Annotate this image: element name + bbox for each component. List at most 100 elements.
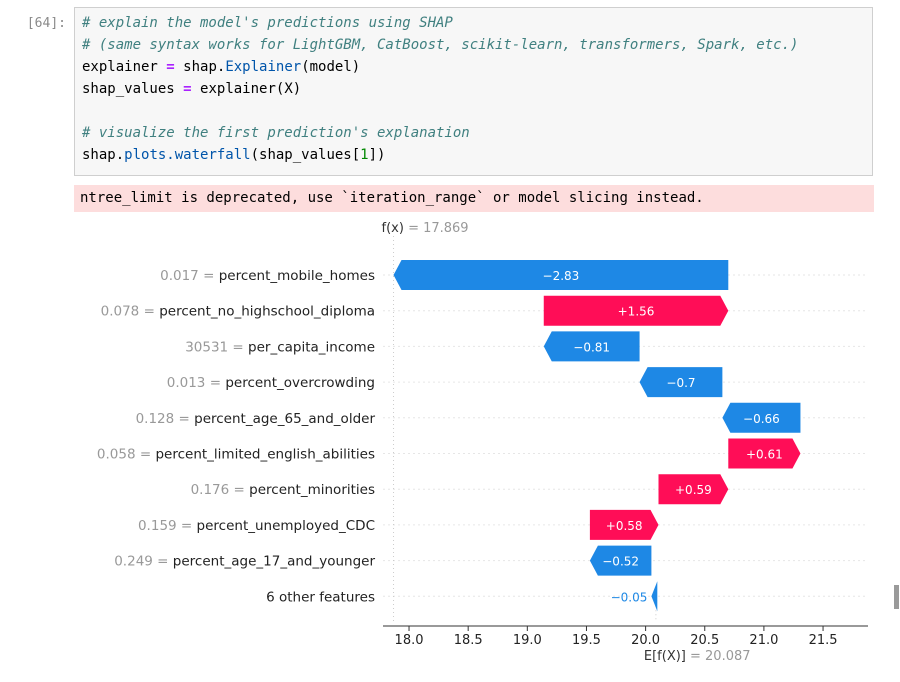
shap-value-label: +0.58 — [606, 519, 643, 533]
feature-value: 0.128 — [136, 411, 175, 427]
code-token: explainer(X) — [200, 81, 302, 97]
scrollbar-thumb[interactable] — [894, 585, 899, 609]
x-tick-label: 21.5 — [809, 633, 838, 648]
feature-label: 0.176 = percent_minorities — [191, 482, 375, 498]
positive-shap-bar — [658, 474, 729, 505]
feature-name: 6 other features — [266, 589, 375, 605]
code-comment: # explain the model's predictions using … — [82, 15, 453, 31]
negative-shap-bar — [651, 581, 658, 612]
code-attribute: plots.waterfall — [124, 147, 251, 163]
code-line-2: # (same syntax works for LightGBM, CatBo… — [82, 35, 798, 55]
code-token: explainer — [82, 59, 158, 75]
code-line-4: shap_values = explainer(X) — [82, 79, 301, 99]
feature-label: 0.017 = percent_mobile_homes — [160, 268, 375, 284]
feature-label: 0.013 = percent_overcrowding — [167, 375, 375, 391]
feature-label: 0.078 = percent_no_highschool_diploma — [101, 304, 375, 320]
shap-value-label: −0.66 — [743, 412, 780, 426]
feature-value: 30531 — [185, 339, 228, 355]
shap-value-label: −0.05 — [611, 590, 648, 604]
feature-value: 0.249 — [114, 554, 153, 570]
shap-value-label: −0.7 — [666, 376, 695, 390]
negative-shap-bar — [639, 367, 723, 398]
x-tick-label: 20.0 — [631, 633, 660, 648]
shap-value-label: −0.81 — [573, 340, 610, 354]
x-tick-label: 19.0 — [513, 633, 542, 648]
code-line-3: explainer = shap.Explainer(model) — [82, 57, 360, 77]
feature-equals: = — [174, 411, 194, 427]
x-tick-label: 20.5 — [690, 633, 719, 648]
feature-label: 0.159 = percent_unemployed_CDC — [138, 518, 375, 534]
code-line-1: # explain the model's predictions using … — [82, 13, 453, 33]
code-token: (shap_values[ — [250, 147, 361, 163]
feature-label: 0.128 = percent_age_65_and_older — [136, 411, 376, 427]
negative-shap-bar — [393, 260, 729, 290]
feature-name: percent_minorities — [249, 482, 375, 498]
x-tick-label: 18.0 — [395, 633, 424, 648]
cell-prompt: [64]: — [26, 16, 66, 31]
shap-value-label: −0.52 — [602, 555, 639, 569]
base-label: E[f(X)] — [644, 649, 686, 664]
feature-value: 0.078 — [101, 304, 140, 320]
positive-shap-bar — [543, 295, 729, 326]
shap-value-label: +1.56 — [618, 305, 655, 319]
feature-label: 6 other features — [266, 589, 375, 605]
feature-name: per_capita_income — [248, 339, 375, 355]
code-line-6: shap.plots.waterfall(shap_values[1]) — [82, 145, 385, 165]
code-token: shap_values — [82, 81, 175, 97]
feature-equals: = — [153, 554, 173, 570]
feature-name: percent_overcrowding — [225, 375, 375, 391]
feature-name: percent_no_highschool_diploma — [159, 304, 375, 320]
feature-value: 0.159 — [138, 518, 177, 534]
positive-shap-bar — [589, 509, 659, 540]
feature-name: percent_mobile_homes — [219, 268, 375, 284]
code-comment: # visualize the first prediction's expla… — [82, 125, 470, 141]
base-value: = 20.087 — [686, 649, 751, 664]
code-line-5: # visualize the first prediction's expla… — [82, 123, 470, 143]
fx-label-group: f(x) = 17.869 — [382, 221, 469, 236]
feature-label: 0.058 = percent_limited_english_abilitie… — [97, 447, 375, 463]
feature-name: percent_unemployed_CDC — [197, 518, 375, 534]
feature-label: 0.249 = percent_age_17_and_younger — [114, 554, 375, 570]
feature-label: 30531 = per_capita_income — [185, 339, 375, 355]
feature-equals: = — [177, 518, 197, 534]
fx-value: = 17.869 — [404, 221, 469, 236]
x-tick-label: 19.5 — [572, 633, 601, 648]
feature-equals: = — [205, 375, 225, 391]
x-tick-label: 21.0 — [749, 633, 778, 648]
code-token: shap. — [82, 147, 125, 163]
negative-shap-bar — [589, 545, 652, 576]
code-cell-editor[interactable]: # explain the model's predictions using … — [74, 7, 873, 176]
code-token: shap. — [183, 59, 226, 75]
shap-value-label: +0.59 — [675, 483, 712, 497]
feature-name: percent_age_65_and_older — [194, 411, 375, 427]
code-token: (model) — [301, 59, 361, 75]
feature-name: percent_age_17_and_younger — [173, 554, 376, 570]
feature-value: 0.013 — [167, 375, 206, 391]
code-token: ]) — [368, 147, 386, 163]
positive-shap-bar — [728, 438, 801, 469]
feature-value: 0.017 — [160, 268, 199, 284]
feature-equals: = — [228, 339, 248, 355]
code-operator: = — [183, 81, 192, 97]
feature-name: percent_limited_english_abilities — [155, 447, 375, 463]
feature-value: 0.176 — [191, 482, 230, 498]
shap-value-label: −2.83 — [543, 269, 580, 283]
feature-equals: = — [199, 268, 219, 284]
feature-equals: = — [139, 304, 159, 320]
code-comment: # (same syntax works for LightGBM, CatBo… — [82, 37, 799, 53]
feature-equals: = — [136, 447, 156, 463]
base-value-group: E[f(X)] = 20.087 — [644, 649, 751, 664]
stderr-output: ntree_limit is deprecated, use `iteratio… — [74, 185, 874, 212]
x-tick-label: 18.5 — [454, 633, 483, 648]
negative-shap-bar — [722, 402, 801, 433]
code-number: 1 — [360, 147, 369, 163]
shap-waterfall-chart: f(x) = 17.869 −2.83 0.017 = percent_mobile… — [97, 221, 868, 664]
warning-text: ntree_limit is deprecated, use `iteratio… — [80, 190, 704, 206]
code-operator: = — [166, 59, 175, 75]
shap-value-label: +0.61 — [746, 448, 783, 462]
code-attribute: Explainer — [225, 59, 302, 75]
fx-label: f(x) — [382, 221, 404, 236]
negative-shap-bar — [543, 331, 640, 362]
feature-equals: = — [229, 482, 249, 498]
feature-value: 0.058 — [97, 447, 136, 463]
